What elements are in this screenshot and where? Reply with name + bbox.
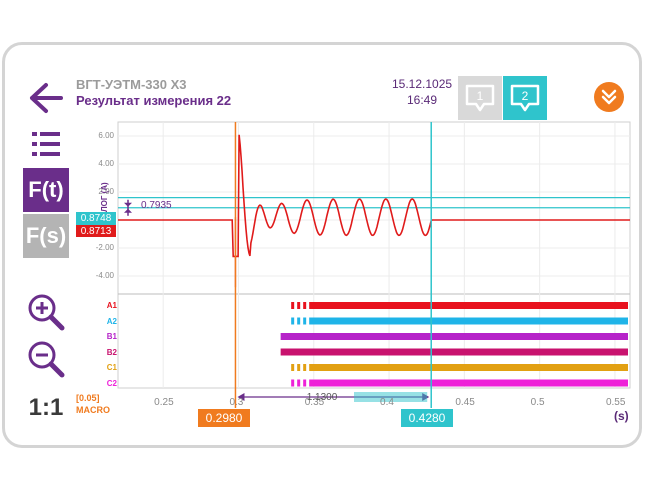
channel-bar-segment (303, 317, 307, 325)
scale-mode: MACRO (76, 405, 110, 415)
frequency-domain-button[interactable]: F(s) (23, 214, 69, 258)
comment-icon: 2 (510, 84, 540, 112)
scale-value: [0.05] (76, 393, 100, 403)
channel-bar-segment (291, 379, 295, 387)
x-tick-label: 0.55 (605, 397, 626, 408)
channel-label: C1 (106, 363, 117, 372)
tab-1[interactable]: 1 (458, 76, 502, 120)
channel-bar-segment (291, 364, 295, 371)
back-arrow-icon (30, 83, 63, 113)
channel-bar-segment (297, 379, 301, 387)
channel-bar-segment (297, 364, 301, 371)
x-tick-label: 0.4 (380, 397, 394, 408)
difference-arrow-down (124, 202, 132, 207)
channel-bar (309, 302, 628, 309)
back-button[interactable] (23, 76, 69, 120)
tab-2-label: 2 (522, 89, 529, 103)
cursor-left-value[interactable]: 0.2980 (198, 409, 250, 427)
channel-label: A2 (106, 316, 117, 326)
cursor-delta: 1.1300 (306, 392, 338, 403)
channel-bar-segment (297, 317, 301, 325)
x-tick-label: 0.25 (154, 397, 174, 408)
cursor-right-value[interactable]: 0.4280 (401, 409, 453, 427)
y-tick-label: 2.00 (98, 187, 114, 196)
channel-label: B1 (106, 332, 117, 341)
y-tick-label: 6.00 (98, 131, 114, 140)
difference-arrow-up (124, 208, 132, 213)
y-tick-label: -2.00 (95, 243, 114, 252)
channel-bar-segment (303, 364, 307, 371)
scale-indicator: [0.05] MACRO (76, 392, 110, 416)
channel-bar-segment (297, 302, 301, 309)
channel-label: B2 (106, 347, 117, 357)
device-title: ВГТ-УЭТМ-330 Х3 (76, 77, 187, 92)
delta-highlight (354, 392, 428, 402)
channel-bar-segment (291, 302, 295, 309)
channel-bar-segment (291, 317, 295, 325)
zoom-reset-button[interactable]: 1:1 (28, 394, 64, 421)
zoom-in-icon (28, 294, 65, 331)
difference-value: 0.7935 (141, 200, 172, 211)
signal-trace (118, 134, 630, 258)
x-tick-label: 0.3 (229, 397, 244, 408)
y-tick-label: -4.00 (95, 271, 114, 280)
zoom-in-button[interactable] (23, 290, 69, 334)
x-tick-label: 0.45 (455, 397, 475, 408)
list-icon (32, 132, 60, 156)
channel-bar-segment (303, 302, 307, 309)
channel-bar (309, 364, 628, 371)
channel-label: C2 (106, 378, 117, 388)
delta-arrow-left (237, 393, 245, 401)
channel-bar (280, 333, 628, 340)
collapse-button[interactable] (594, 82, 624, 112)
measurement-time: 16:49 (407, 93, 438, 107)
channel-bar-segment (303, 379, 307, 387)
time-domain-button[interactable]: F(t) (23, 168, 69, 212)
x-tick-label: 0.5 (530, 397, 545, 408)
measurement-title: Результат измерения 22 (76, 93, 232, 108)
zoom-out-button[interactable] (23, 337, 69, 381)
channel-bar (309, 317, 628, 325)
tab-1-label: 1 (477, 89, 484, 103)
channel-bar (280, 348, 628, 356)
channel-bar (309, 379, 628, 387)
tab-2[interactable]: 2 (503, 76, 547, 120)
double-chevron-down-icon (601, 89, 617, 105)
value-marker-red[interactable]: 0.8713 (76, 225, 116, 237)
value-marker-cyan[interactable]: 0.8748 (76, 212, 116, 225)
x-unit: (s) (614, 409, 629, 423)
channel-label: A1 (106, 301, 117, 310)
x-tick-label: 0.35 (304, 397, 325, 408)
measurement-date: 15.12.1025 (392, 77, 453, 91)
comment-icon: 1 (465, 84, 495, 112)
list-button[interactable] (23, 122, 69, 166)
plot-border (117, 121, 631, 389)
zoom-out-icon (28, 341, 65, 378)
y-tick-label: 4.00 (98, 159, 114, 168)
